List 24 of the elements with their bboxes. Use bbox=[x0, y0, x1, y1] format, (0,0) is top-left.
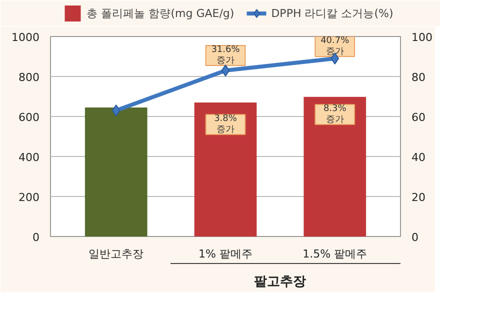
y-tick-label: 600 bbox=[18, 111, 40, 124]
y-tick-label: 0 bbox=[32, 231, 40, 244]
x-tick-label: 1% 팥메주 bbox=[198, 248, 252, 260]
y2-tick-label: 100 bbox=[412, 31, 432, 44]
y2-tick-label: 80 bbox=[412, 71, 426, 84]
x-tick-label: 일반고추장 bbox=[88, 248, 144, 260]
text: 팥고추장 bbox=[254, 274, 306, 290]
y2-tick-label: 60 bbox=[412, 111, 426, 124]
y-tick-label: 800 bbox=[18, 71, 40, 84]
y-tick-label: 400 bbox=[18, 151, 40, 164]
y2-tick-label: 20 bbox=[412, 191, 426, 204]
legend-label: DPPH 라디칼 소거능(%) bbox=[271, 6, 394, 20]
legend-label: 총 폴리페놀 함량(mg GAE/g) bbox=[86, 6, 234, 20]
annotation: 31.6% 증가 bbox=[211, 45, 240, 66]
annotation: 8.3% 증가 bbox=[323, 104, 347, 125]
y2-tick-label: 40 bbox=[412, 151, 426, 164]
y-tick-label: 200 bbox=[18, 191, 40, 204]
point bbox=[221, 64, 230, 76]
y2-tick-label: 0 bbox=[412, 231, 418, 244]
point bbox=[112, 104, 120, 116]
y-tick-label: 1000 bbox=[12, 31, 40, 44]
annotation: 3.8% 증가 bbox=[214, 114, 238, 135]
annotation: 40.7% 증가 bbox=[320, 36, 350, 57]
x-tick-label: 1.5% 팥메주 bbox=[302, 248, 368, 260]
